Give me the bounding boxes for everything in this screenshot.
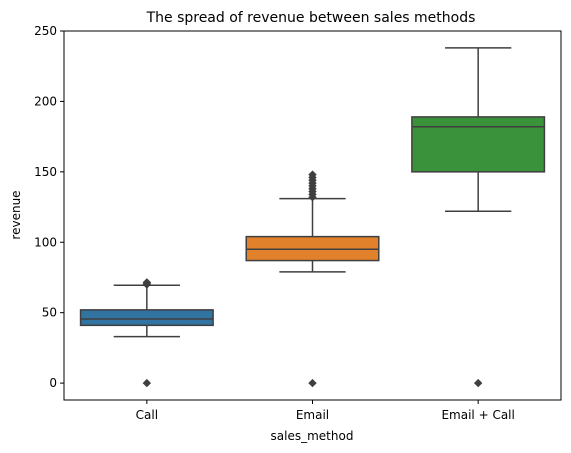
box-group-email-call xyxy=(411,47,546,388)
y-axis: 0 50 100 150 200 250 xyxy=(34,24,64,390)
x-axis: Call Email Email + Call xyxy=(136,400,515,422)
outlier-point xyxy=(142,378,152,388)
outlier-point xyxy=(308,170,317,179)
y-tick-label: 250 xyxy=(34,24,57,38)
plot-area xyxy=(79,47,546,388)
box-iqr xyxy=(79,309,214,327)
box-iqr xyxy=(411,116,546,173)
outlier-point xyxy=(308,378,317,388)
x-tick-label: Email xyxy=(296,408,329,422)
x-tick-label: Email + Call xyxy=(441,408,514,422)
y-axis-label: revenue xyxy=(9,190,23,239)
y-tick-label: 0 xyxy=(49,376,57,390)
y-tick-label: 100 xyxy=(34,235,57,249)
chart-title: The spread of revenue between sales meth… xyxy=(146,10,476,26)
y-tick-label: 50 xyxy=(42,306,57,320)
x-axis-label: sales_method xyxy=(271,429,354,443)
outlier-point xyxy=(142,278,152,287)
outlier-point xyxy=(473,378,483,388)
x-tick-label: Call xyxy=(136,408,158,422)
y-tick-label: 200 xyxy=(34,94,57,108)
y-tick-label: 150 xyxy=(34,165,57,179)
box-group-call xyxy=(79,278,214,388)
box-group-email xyxy=(245,170,380,388)
